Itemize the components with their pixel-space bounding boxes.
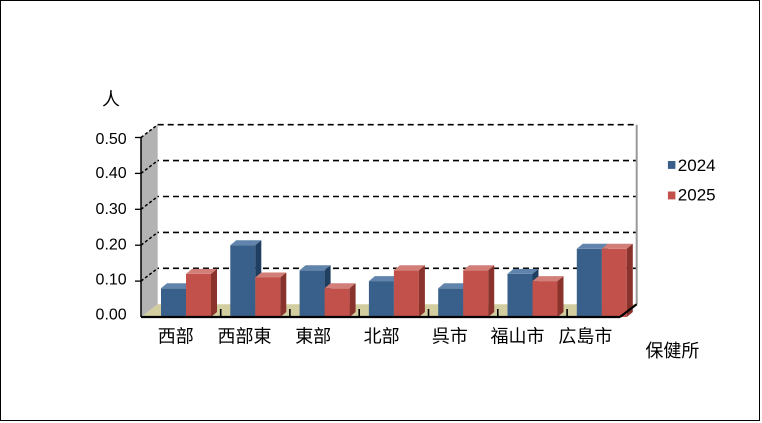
svg-text:2025: 2025	[678, 186, 716, 205]
svg-text:西部: 西部	[158, 327, 194, 347]
svg-text:福山市: 福山市	[491, 327, 545, 347]
svg-text:東部: 東部	[295, 327, 331, 347]
svg-text:0.20: 0.20	[96, 237, 127, 254]
svg-text:0.50: 0.50	[96, 131, 127, 148]
svg-text:西部東: 西部東	[218, 327, 272, 347]
svg-text:人: 人	[102, 90, 120, 110]
svg-text:広島市: 広島市	[558, 327, 612, 347]
svg-text:0.30: 0.30	[96, 201, 127, 218]
svg-text:北部: 北部	[364, 327, 400, 347]
svg-text:2024: 2024	[678, 156, 716, 175]
svg-text:0.40: 0.40	[96, 165, 127, 182]
svg-text:保健所: 保健所	[645, 341, 699, 361]
svg-text:呉市: 呉市	[432, 327, 468, 347]
svg-text:0.00: 0.00	[96, 307, 127, 324]
svg-text:0.10: 0.10	[96, 271, 127, 288]
